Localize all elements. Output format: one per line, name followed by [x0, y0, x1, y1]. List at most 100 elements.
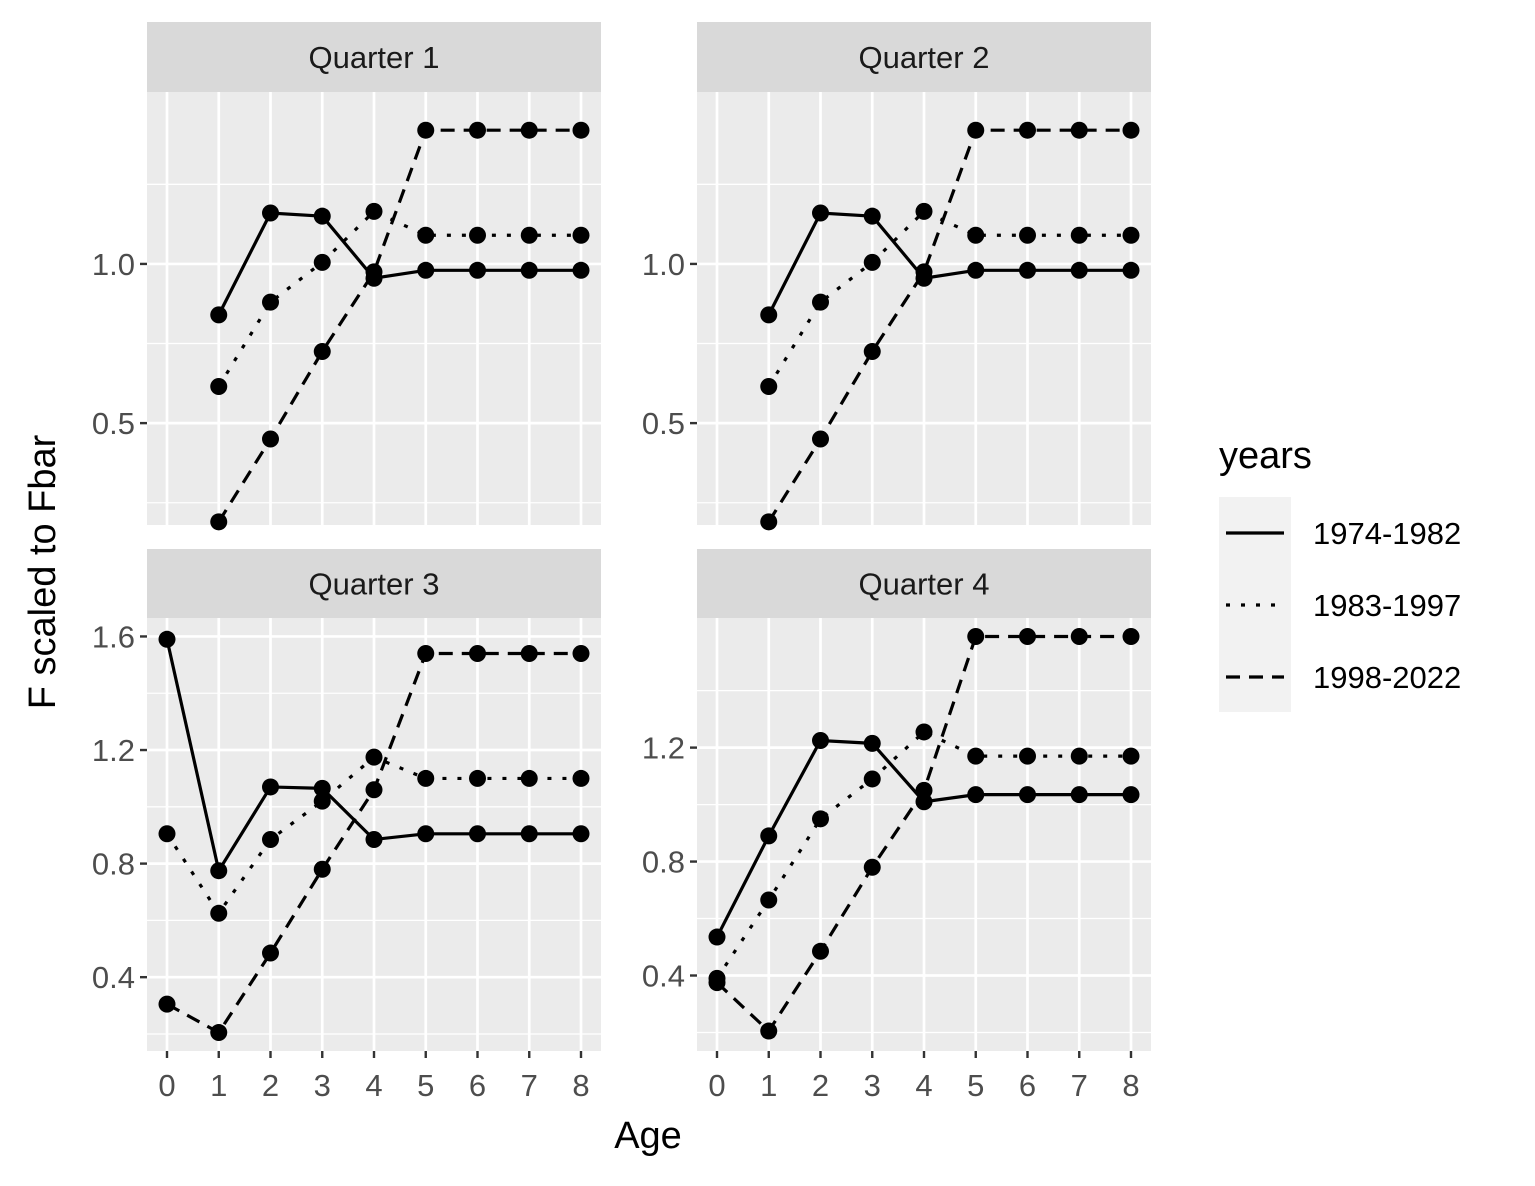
y-tick-label: 0.4: [92, 960, 135, 995]
data-point-1983-1997: [812, 293, 829, 311]
series-line-1974-1982: [767, 211, 1131, 316]
data-point-1998-2022: [1070, 121, 1088, 139]
data-point-1974-1982: [262, 204, 279, 222]
data-point-1974-1982: [863, 734, 881, 752]
y-tick-label: 1.0: [642, 247, 685, 282]
data-point-1998-2022: [1019, 121, 1036, 139]
y-tick-label: 1.2: [642, 731, 685, 766]
data-point-1998-2022: [469, 644, 486, 662]
data-point-1998-2022: [915, 781, 933, 799]
data-point-1974-1982: [1070, 261, 1088, 279]
y-tick-label: 0.5: [92, 406, 135, 441]
x-tick-label: 0: [708, 1068, 725, 1103]
x-tick-label: 5: [417, 1068, 434, 1103]
data-point-1983-1997: [967, 226, 985, 244]
x-tick-label: 0: [158, 1068, 175, 1103]
data-point-1998-2022: [915, 263, 933, 281]
data-point-1983-1997: [520, 769, 538, 787]
data-point-1974-1982: [572, 825, 590, 843]
data-point-1983-1997: [210, 904, 228, 922]
data-point-1983-1997: [572, 226, 590, 244]
data-point-1998-2022: [1122, 628, 1140, 646]
data-point-1974-1982: [313, 207, 331, 225]
data-point-1983-1997: [863, 770, 881, 788]
data-point-1998-2022: [967, 121, 985, 139]
data-point-1974-1982: [572, 261, 590, 279]
facet-strip-title: Quarter 2: [859, 40, 990, 75]
x-tick-label: 2: [812, 1068, 829, 1103]
y-tick-label: 0.5: [642, 406, 685, 441]
facet-strip: [697, 549, 1151, 618]
data-point-1998-2022: [1122, 121, 1140, 139]
data-point-1974-1982: [417, 825, 435, 843]
data-point-1998-2022: [210, 513, 228, 531]
data-point-1974-1982: [1019, 786, 1036, 804]
data-point-1998-2022: [760, 1022, 778, 1040]
data-point-1983-1997: [313, 792, 331, 810]
facet-panel-1: Quarter 1 0.5 1.0: [92, 22, 601, 531]
data-point-1983-1997: [1122, 226, 1140, 244]
data-point-1974-1982: [967, 261, 985, 279]
x-tick-label: 1: [210, 1068, 227, 1103]
y-tick-label: 0.8: [642, 845, 685, 880]
data-point-1974-1982: [417, 261, 435, 279]
data-point-1974-1982: [863, 207, 881, 225]
data-point-1974-1982: [210, 862, 228, 880]
x-tick-label: 4: [915, 1068, 932, 1103]
x-tick-label: 3: [864, 1068, 881, 1103]
legend-label: 1998-2022: [1313, 660, 1461, 695]
series-line-1998-2022: [767, 128, 1131, 523]
data-point-1983-1997: [812, 810, 829, 828]
x-tick-label: 7: [1071, 1068, 1088, 1103]
y-tick-label: 0.4: [642, 959, 685, 994]
data-point-1998-2022: [313, 860, 331, 878]
facet-panel-3: Quarter 3 0.4 0.8 1.2 1.6 0 1 2 3 4 5 6 7 8: [92, 549, 601, 1103]
data-point-1983-1997: [417, 226, 435, 244]
legend-title: years: [1219, 435, 1312, 477]
data-point-1974-1982: [520, 825, 538, 843]
data-point-1983-1997: [1070, 747, 1088, 765]
series-line-1974-1982: [217, 211, 581, 316]
x-axis-title: Age: [614, 1115, 682, 1157]
data-point-1983-1997: [313, 253, 331, 271]
data-point-1974-1982: [520, 261, 538, 279]
data-point-1998-2022: [365, 781, 383, 799]
data-point-1998-2022: [365, 263, 383, 281]
x-tick-label: 5: [967, 1068, 984, 1103]
data-point-1998-2022: [313, 342, 331, 360]
data-point-1998-2022: [469, 121, 486, 139]
data-point-1983-1997: [967, 747, 985, 765]
data-point-1998-2022: [1070, 628, 1088, 646]
data-point-1998-2022: [863, 858, 881, 876]
data-point-1974-1982: [967, 786, 985, 804]
facet-strip-title: Quarter 3: [309, 567, 440, 602]
facet-strip: [147, 22, 601, 92]
facet-strip: [697, 22, 1151, 92]
data-point-1983-1997: [863, 253, 881, 271]
data-point-1983-1997: [760, 891, 778, 909]
data-point-1983-1997: [520, 226, 538, 244]
data-point-1998-2022: [572, 644, 590, 662]
data-point-1974-1982: [812, 204, 829, 222]
data-point-1983-1997: [1019, 226, 1036, 244]
legend-label: 1983-1997: [1313, 588, 1461, 623]
data-point-1974-1982: [1070, 786, 1088, 804]
x-tick-label: 6: [1019, 1068, 1036, 1103]
legend-label: 1974-1982: [1313, 516, 1461, 551]
data-point-1998-2022: [708, 974, 726, 992]
data-point-1998-2022: [967, 628, 985, 646]
data-point-1998-2022: [210, 1024, 228, 1042]
data-point-1983-1997: [1122, 747, 1140, 765]
x-tick-label: 3: [314, 1068, 331, 1103]
x-tick-label: 1: [760, 1068, 777, 1103]
data-point-1983-1997: [365, 748, 383, 766]
data-point-1974-1982: [469, 261, 486, 279]
data-point-1974-1982: [760, 827, 778, 845]
data-point-1983-1997: [572, 769, 590, 787]
data-point-1998-2022: [863, 342, 881, 360]
data-point-1983-1997: [1070, 226, 1088, 244]
y-tick-label: 0.8: [92, 847, 135, 882]
data-point-1998-2022: [760, 513, 778, 531]
data-point-1998-2022: [262, 944, 279, 962]
